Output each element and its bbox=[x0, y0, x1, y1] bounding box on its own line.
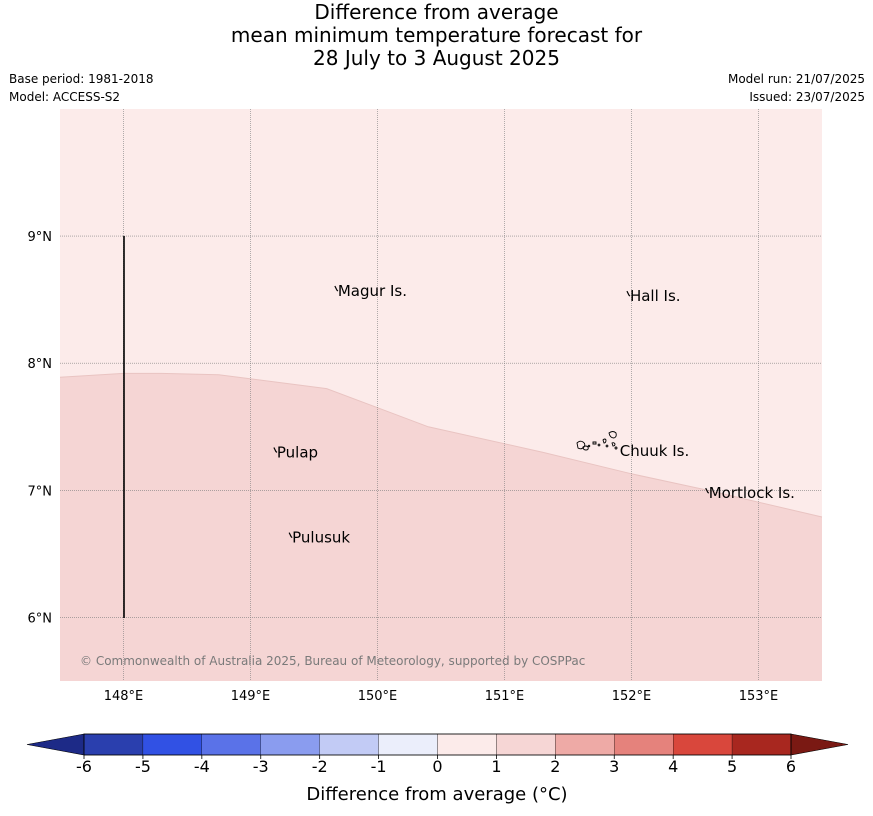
colorbar-tick-label: -4 bbox=[194, 757, 210, 776]
place-labels: Magur Is. Hall Is. Pulap Chuuk Is. Mortlock … bbox=[277, 282, 795, 547]
model-text: Model: ACCESS-S2 bbox=[9, 90, 121, 104]
longitude-labels: 148°E 149°E 150°E 151°E 152°E 153°E bbox=[104, 689, 779, 704]
colorbar-segment bbox=[496, 733, 556, 756]
place-label: Pulap bbox=[277, 443, 318, 461]
latitude-label: 8°N bbox=[28, 357, 53, 372]
place-label: Mortlock Is. bbox=[709, 484, 795, 502]
map-title-line-1: Difference from average bbox=[314, 0, 559, 24]
island-mark bbox=[334, 285, 339, 292]
longitude-label: 148°E bbox=[104, 689, 144, 704]
island-mark bbox=[626, 290, 631, 297]
colorbar-segment bbox=[437, 733, 497, 756]
map-title-line-3: 28 July to 3 August 2025 bbox=[313, 46, 560, 70]
latitude-label: 9°N bbox=[28, 230, 53, 245]
issued-text: Issued: 23/07/2025 bbox=[749, 90, 865, 104]
base-period-text: Base period: 1981-2018 bbox=[9, 72, 154, 86]
island-mark bbox=[705, 487, 710, 494]
chuuk-islands-outline bbox=[576, 431, 618, 451]
island-mark bbox=[288, 532, 293, 539]
colorbar-tick-label: -5 bbox=[135, 757, 151, 776]
place-label: Hall Is. bbox=[630, 287, 681, 305]
colorbar-segment bbox=[731, 733, 792, 756]
latitude-label: 7°N bbox=[28, 484, 53, 499]
model-run-text: Model run: 21/07/2025 bbox=[727, 72, 865, 86]
colorbar-segment bbox=[260, 733, 320, 756]
colorbar-tick-label: -2 bbox=[312, 757, 328, 776]
colorbar-extend-high bbox=[790, 733, 849, 756]
longitude-label: 150°E bbox=[358, 689, 398, 704]
colorbar-tick-label: 6 bbox=[786, 757, 796, 776]
place-label: Chuuk Is. bbox=[620, 442, 689, 460]
longitude-label: 152°E bbox=[612, 689, 652, 704]
place-marks bbox=[273, 285, 710, 539]
anomaly-zone-1-to-2 bbox=[60, 373, 822, 681]
colorbar-tick-label: -3 bbox=[253, 757, 269, 776]
colorbar-tick-label: 4 bbox=[668, 757, 678, 776]
colorbar-segment bbox=[83, 733, 144, 756]
colorbar-tick-label: 1 bbox=[491, 757, 501, 776]
copyright-text: © Commonwealth of Australia 2025, Bureau… bbox=[80, 654, 585, 668]
colorbar-tick-label: -6 bbox=[76, 757, 92, 776]
colorbar-tick-labels: -6 -5 -4 -3 -2 -1 0 1 2 3 4 5 6 bbox=[76, 755, 796, 776]
colorbar-label: Difference from average (°C) bbox=[306, 784, 567, 805]
colorbar-segment bbox=[378, 733, 438, 756]
colorbar-tick-label: 5 bbox=[727, 757, 737, 776]
colorbar-tick-label: -1 bbox=[371, 757, 387, 776]
colorbar bbox=[26, 733, 849, 756]
colorbar-segment bbox=[319, 733, 379, 756]
latitude-labels: 9°N 8°N 7°N 6°N bbox=[28, 230, 53, 626]
longitude-label: 149°E bbox=[231, 689, 271, 704]
colorbar-tick-label: 3 bbox=[609, 757, 619, 776]
colorbar-segment bbox=[614, 733, 674, 756]
colorbar-segment bbox=[673, 733, 733, 756]
colorbar-tick-label: 0 bbox=[432, 757, 442, 776]
latitude-label: 6°N bbox=[28, 611, 53, 626]
colorbar-extend-low bbox=[26, 733, 85, 756]
map-title-line-2: mean minimum temperature forecast for bbox=[230, 23, 643, 47]
colorbar-segment bbox=[555, 733, 615, 756]
longitude-label: 153°E bbox=[739, 689, 779, 704]
island-mark bbox=[273, 447, 278, 453]
place-label: Pulusuk bbox=[292, 529, 350, 547]
colorbar-tick-label: 2 bbox=[550, 757, 560, 776]
longitude-label: 151°E bbox=[485, 689, 525, 704]
colorbar-segment bbox=[142, 733, 202, 756]
place-label: Magur Is. bbox=[338, 282, 407, 300]
colorbar-segment bbox=[201, 733, 261, 756]
